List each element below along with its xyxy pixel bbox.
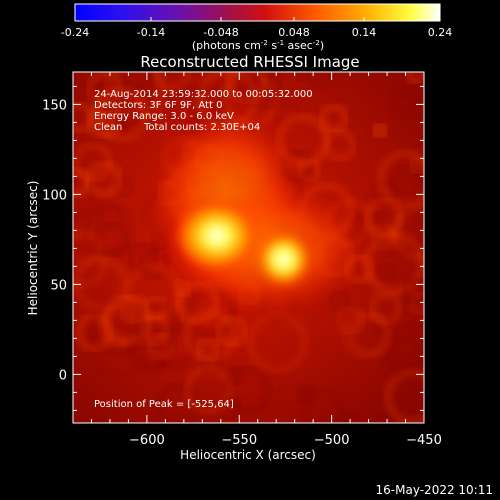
x-tick-label: −450: [406, 433, 442, 448]
colorbar-tick-label: 0.24: [428, 26, 453, 39]
ripple-ring: [93, 87, 147, 141]
ripple-ring: [156, 383, 199, 423]
colorbar-gradient: [74, 3, 441, 22]
ripple-ring: [108, 84, 151, 126]
ripple-ring: [377, 261, 397, 282]
ripple-ring: [339, 409, 360, 423]
annotation-algorithm: Clean: [94, 122, 122, 133]
ripple-ring: [388, 337, 422, 371]
source-layer: [158, 113, 362, 309]
ripple-ring: [409, 156, 424, 174]
ripple-ring: [370, 292, 402, 324]
colorbar-tick-label: 0.048: [278, 26, 310, 39]
ripple-ring: [120, 294, 149, 323]
ripple-ring: [73, 167, 90, 199]
ripple-ring: [74, 257, 127, 310]
heatmap-image: [73, 72, 424, 423]
y-tick-label: 50: [50, 278, 67, 293]
ripple-ring: [402, 276, 424, 305]
ripple-ring: [300, 388, 343, 423]
ripple-ring: [364, 198, 404, 238]
annotation-time-range: 24-Aug-2014 23:59:32.000 to 00:05:32.000: [94, 89, 313, 100]
source-1: [175, 199, 260, 272]
ripple-ring: [73, 178, 96, 219]
ripple-ring: [248, 313, 307, 372]
ripple-ring: [373, 316, 392, 335]
ripple-ring: [90, 323, 144, 378]
ripple-ring: [200, 351, 224, 375]
ripple-ring: [224, 366, 272, 414]
annotation-energy-range: Energy Range: 3.0 - 6.0 keV: [94, 111, 234, 122]
colorbar-tick-label: 0.14: [352, 26, 377, 39]
ripple-ring: [319, 104, 349, 133]
plot-frame: [72, 71, 425, 424]
x-axis-label: Heliocentric X (arcsec): [180, 448, 316, 462]
annotation-peak-position: Position of Peak = [-525,64]: [94, 399, 234, 410]
ripple-ring: [226, 72, 268, 103]
colorbar-unit-label: (photons cm-2 s-1 asec-2): [192, 39, 324, 52]
ripple-ring: [337, 307, 364, 334]
ripple-ring: [372, 180, 398, 206]
ripple-ring: [364, 233, 424, 294]
annotation-total-counts: Total counts: 2.30E+04: [143, 122, 260, 133]
ripple-ring: [126, 265, 181, 320]
ripple-ring: [328, 290, 351, 312]
x-axis: −600 −550 −500 −450: [72, 72, 442, 448]
y-axis: 0 50 100 150: [42, 85, 424, 411]
footer-timestamp: 16-May-2022 10:11: [376, 483, 493, 497]
colorbar-tick-label: -0.14: [137, 26, 165, 39]
y-tick-label: 0: [59, 368, 67, 383]
ripple-ring: [371, 122, 389, 140]
ripple-ring: [343, 312, 389, 357]
source-2: [253, 229, 314, 290]
ripple-ring: [114, 177, 135, 198]
ripple-ring: [128, 322, 176, 370]
colorbar-tick-label: -0.24: [61, 26, 89, 39]
ripple-ring: [378, 151, 424, 207]
ripple-ring: [185, 367, 232, 413]
x-tick-label: −550: [221, 433, 257, 448]
ripple-ring: [389, 88, 420, 119]
ripple-ring: [97, 110, 115, 128]
y-axis-label: Heliocentric Y (arcsec): [26, 181, 40, 316]
ripple-ring: [73, 229, 100, 264]
ripple-ring: [406, 72, 424, 85]
ripple-ring: [294, 72, 311, 83]
ripple-ring: [74, 143, 112, 181]
colorbar-ticks: -0.24 -0.14 -0.048 0.048 0.14 0.24: [61, 17, 452, 39]
x-tick-label: −500: [314, 433, 350, 448]
ripple-ring: [295, 384, 317, 405]
ripple-ring: [277, 114, 329, 166]
colorbar: -0.24 -0.14 -0.048 0.048 0.14 0.24 (photons c…: [61, 3, 452, 52]
annotation-block: 24-Aug-2014 23:59:32.000 to 00:05:32.000…: [94, 89, 313, 410]
ripple-ring: [135, 303, 180, 348]
ripple-ring: [386, 370, 424, 423]
ripple-ring: [195, 337, 220, 362]
y-tick-label: 150: [42, 98, 67, 113]
ripple-ring: [384, 324, 424, 381]
chart-title: Reconstructed RHESSI Image: [140, 53, 359, 71]
y-tick-label: 100: [42, 188, 67, 203]
colorbar-tick-label: -0.048: [203, 26, 238, 39]
ripple-ring: [97, 202, 122, 227]
x-tick-label: −600: [129, 433, 165, 448]
annotation-detectors: Detectors: 3F 6F 9F, Att 0: [94, 100, 222, 111]
